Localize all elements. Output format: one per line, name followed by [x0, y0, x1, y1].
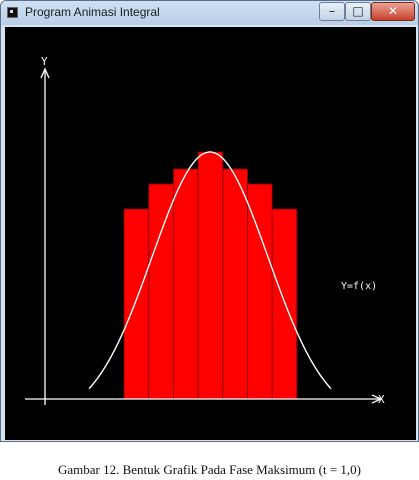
close-button[interactable]: ✕	[371, 2, 415, 21]
bar-group	[123, 151, 298, 400]
bar	[247, 183, 273, 400]
figure-caption: Gambar 12. Bentuk Grafik Pada Fase Maksi…	[57, 462, 362, 477]
graph-svg: Y X Y=f(x)	[25, 55, 385, 406]
bar	[222, 168, 248, 400]
function-curve	[88, 151, 332, 390]
x-axis-label: X	[378, 393, 385, 406]
app-window: Program Animasi Integral – □ ✕ Y X Y=f(x…	[0, 0, 419, 442]
bar	[123, 208, 150, 400]
curve-label: Y=f(x)	[341, 281, 377, 292]
app-icon	[7, 7, 18, 18]
bar	[197, 151, 224, 400]
bar	[148, 183, 174, 400]
graph-canvas: Y X Y=f(x)	[5, 27, 416, 440]
title-bar[interactable]: Program Animasi Integral – □ ✕	[1, 1, 418, 25]
y-axis-label: Y	[41, 55, 48, 68]
minimize-button[interactable]: –	[319, 2, 345, 21]
maximize-button[interactable]: □	[345, 2, 371, 21]
bar	[172, 168, 199, 400]
x-axis-arrow	[371, 394, 383, 404]
window-title: Program Animasi Integral	[25, 5, 160, 19]
y-axis-arrow	[40, 67, 50, 79]
